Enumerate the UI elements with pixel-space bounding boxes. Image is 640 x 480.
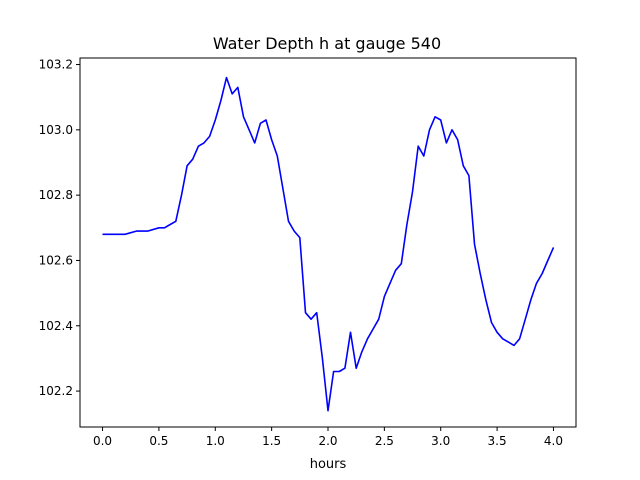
y-axis: 102.2 102.4 102.6 102.8 103.0 103.2: [39, 58, 80, 398]
x-axis-label: hours: [310, 457, 347, 472]
y-tick-label: 103.2: [39, 58, 73, 72]
x-axis: 0.0 0.5 1.0 1.5 2.0 2.5 3.0 3.5 4.0: [93, 427, 563, 448]
x-tick-label: 1.0: [206, 434, 225, 448]
series-line: [102, 76, 555, 412]
x-tick-label: 3.0: [431, 434, 450, 448]
y-tick-label: 102.2: [39, 384, 73, 398]
plot-area: [79, 57, 577, 428]
plot-frame: [79, 57, 577, 428]
y-tick-label: 102.6: [39, 253, 73, 267]
x-tick-label: 0.5: [149, 434, 168, 448]
x-tick-label: 2.5: [375, 434, 394, 448]
y-tick-label: 103.0: [39, 123, 73, 137]
x-tick-label: 3.5: [488, 434, 507, 448]
x-tick-label: 1.5: [262, 434, 281, 448]
x-tick-label: 0.0: [93, 434, 112, 448]
y-tick-label: 102.8: [39, 188, 73, 202]
chart-title: Water Depth h at gauge 540: [213, 34, 441, 53]
x-tick-label: 2.0: [318, 434, 337, 448]
x-tick-label: 4.0: [544, 434, 563, 448]
y-tick-label: 102.4: [39, 319, 73, 333]
